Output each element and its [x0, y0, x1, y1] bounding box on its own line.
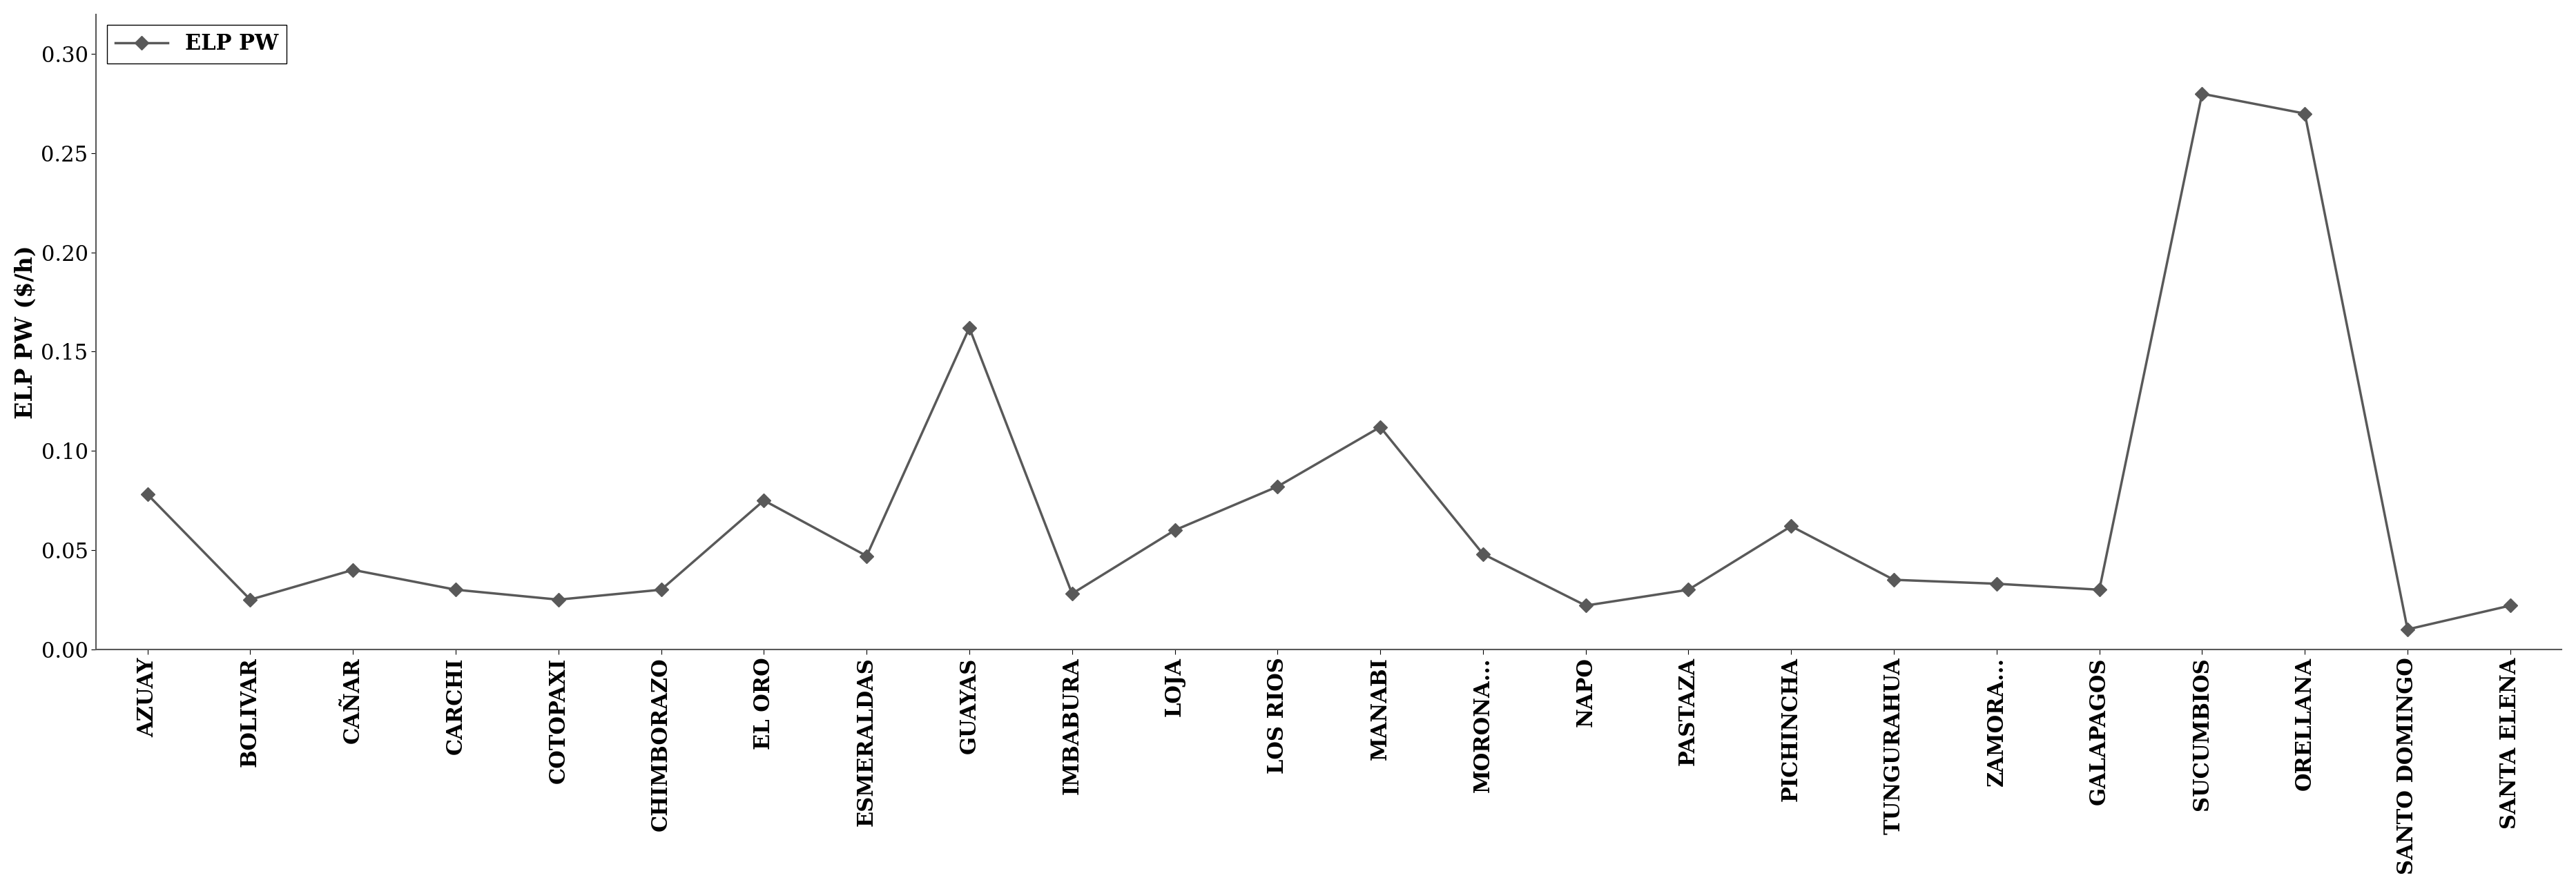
ELP PW: [1981, 579, 2012, 589]
ELP PW: [1468, 549, 1499, 559]
ELP PW: [131, 489, 162, 500]
ELP PW: [953, 323, 984, 333]
ELP PW: [440, 584, 471, 595]
ELP PW: [1365, 421, 1396, 432]
ELP PW: [2494, 600, 2524, 611]
ELP PW: [1056, 589, 1087, 599]
Legend: ELP PW: ELP PW: [106, 25, 286, 63]
ELP PW: [1571, 600, 1602, 611]
ELP PW: [234, 594, 265, 605]
ELP PW: [1775, 521, 1806, 532]
Y-axis label: ELP PW ($/h): ELP PW ($/h): [15, 245, 36, 419]
ELP PW: [337, 565, 368, 575]
ELP PW: [544, 594, 574, 605]
ELP PW: [2393, 624, 2424, 635]
ELP PW: [1878, 574, 1909, 585]
Line: ELP PW: ELP PW: [142, 89, 2514, 634]
ELP PW: [750, 495, 781, 506]
ELP PW: [1672, 584, 1703, 595]
ELP PW: [647, 584, 677, 595]
ELP PW: [2187, 88, 2218, 99]
ELP PW: [1159, 525, 1190, 535]
ELP PW: [2290, 108, 2321, 119]
ELP PW: [850, 550, 881, 561]
ELP PW: [2084, 584, 2115, 595]
ELP PW: [1262, 481, 1293, 492]
